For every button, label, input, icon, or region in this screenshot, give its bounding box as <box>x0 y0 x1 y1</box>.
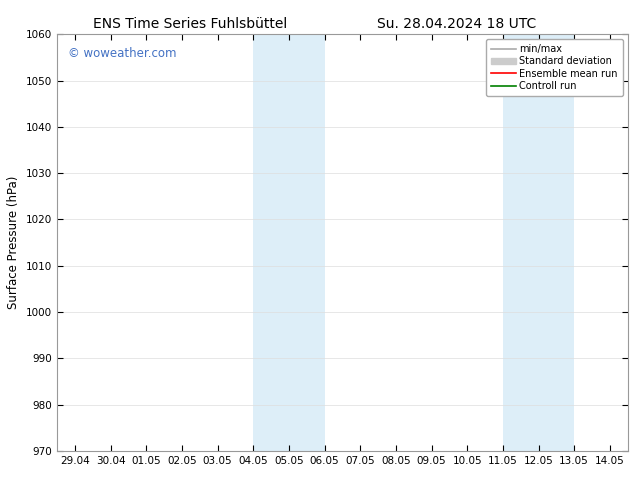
Bar <box>503 34 574 451</box>
Text: © woweather.com: © woweather.com <box>68 47 177 60</box>
Text: Su. 28.04.2024 18 UTC: Su. 28.04.2024 18 UTC <box>377 17 536 31</box>
Bar <box>253 34 325 451</box>
Legend: min/max, Standard deviation, Ensemble mean run, Controll run: min/max, Standard deviation, Ensemble me… <box>486 39 623 96</box>
Text: ENS Time Series Fuhlsbüttel: ENS Time Series Fuhlsbüttel <box>93 17 287 31</box>
Y-axis label: Surface Pressure (hPa): Surface Pressure (hPa) <box>8 176 20 309</box>
